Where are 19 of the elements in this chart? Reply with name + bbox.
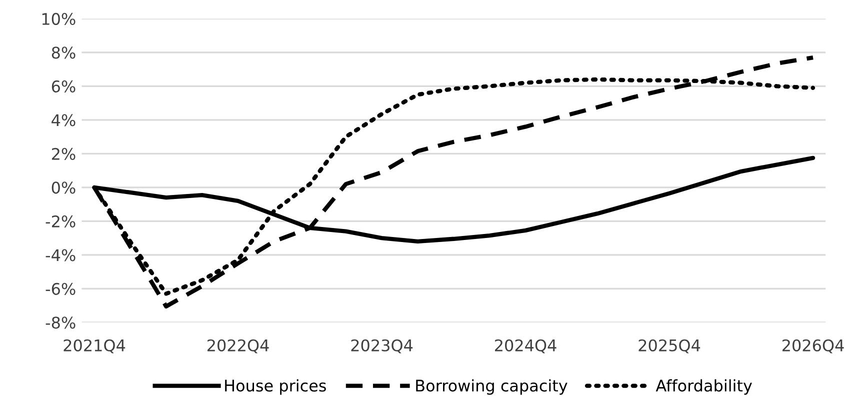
legend-label: House prices [225,379,326,395]
y-tick-label: 8% [52,46,76,59]
x-tick-label: 2026Q4 [782,339,844,354]
y-tick-label: -6% [46,282,76,295]
y-tick-label: 6% [52,80,76,92]
x-tick-label: 2023Q4 [351,339,413,354]
x-tick-label: 2022Q4 [208,339,269,354]
y-tick-label: -4% [46,249,76,262]
y-tick-label: 4% [52,114,76,126]
y-tick-label: 2% [52,148,76,160]
x-tick-label: 2024Q4 [495,339,556,354]
x-tick-label: 2021Q4 [64,339,126,354]
y-tick-label: -8% [46,316,76,329]
y-tick-label: 10% [42,12,76,26]
y-tick-label: -2% [46,215,76,228]
legend-label: Borrowing capacity [416,379,568,395]
legend-label: Affordability [656,379,752,395]
y-tick-label: 0% [52,182,76,194]
x-tick-label: 2025Q4 [638,339,700,354]
